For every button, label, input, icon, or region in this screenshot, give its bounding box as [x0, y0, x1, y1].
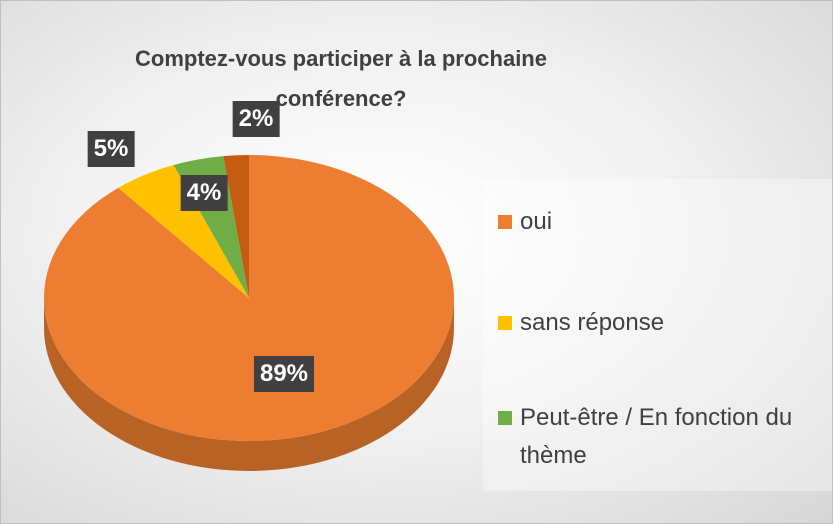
chart-title: Comptez-vous participer à la prochaine c… — [135, 46, 547, 111]
legend-box — [483, 179, 832, 491]
legend-swatch — [498, 411, 512, 425]
legend-label: sans réponse — [520, 309, 665, 336]
legend-entry: oui — [498, 203, 810, 241]
data-label: 2% — [232, 101, 280, 137]
legend-label: oui — [520, 208, 553, 235]
legend-entry: Peut-être / En fonction du thème — [498, 399, 810, 475]
data-label: 5% — [87, 131, 135, 167]
pie-side — [44, 298, 454, 471]
data-label: 4% — [180, 175, 228, 211]
pie-slice — [223, 155, 249, 298]
pie-slice — [118, 165, 249, 298]
legend-swatch — [498, 316, 512, 330]
pie-slice — [44, 155, 455, 441]
legend-swatch — [498, 215, 512, 229]
legend-entry: sans réponse — [498, 304, 810, 342]
data-label: 89% — [253, 356, 315, 392]
legend-label: Peut-être / En fonction du thème — [520, 404, 793, 469]
